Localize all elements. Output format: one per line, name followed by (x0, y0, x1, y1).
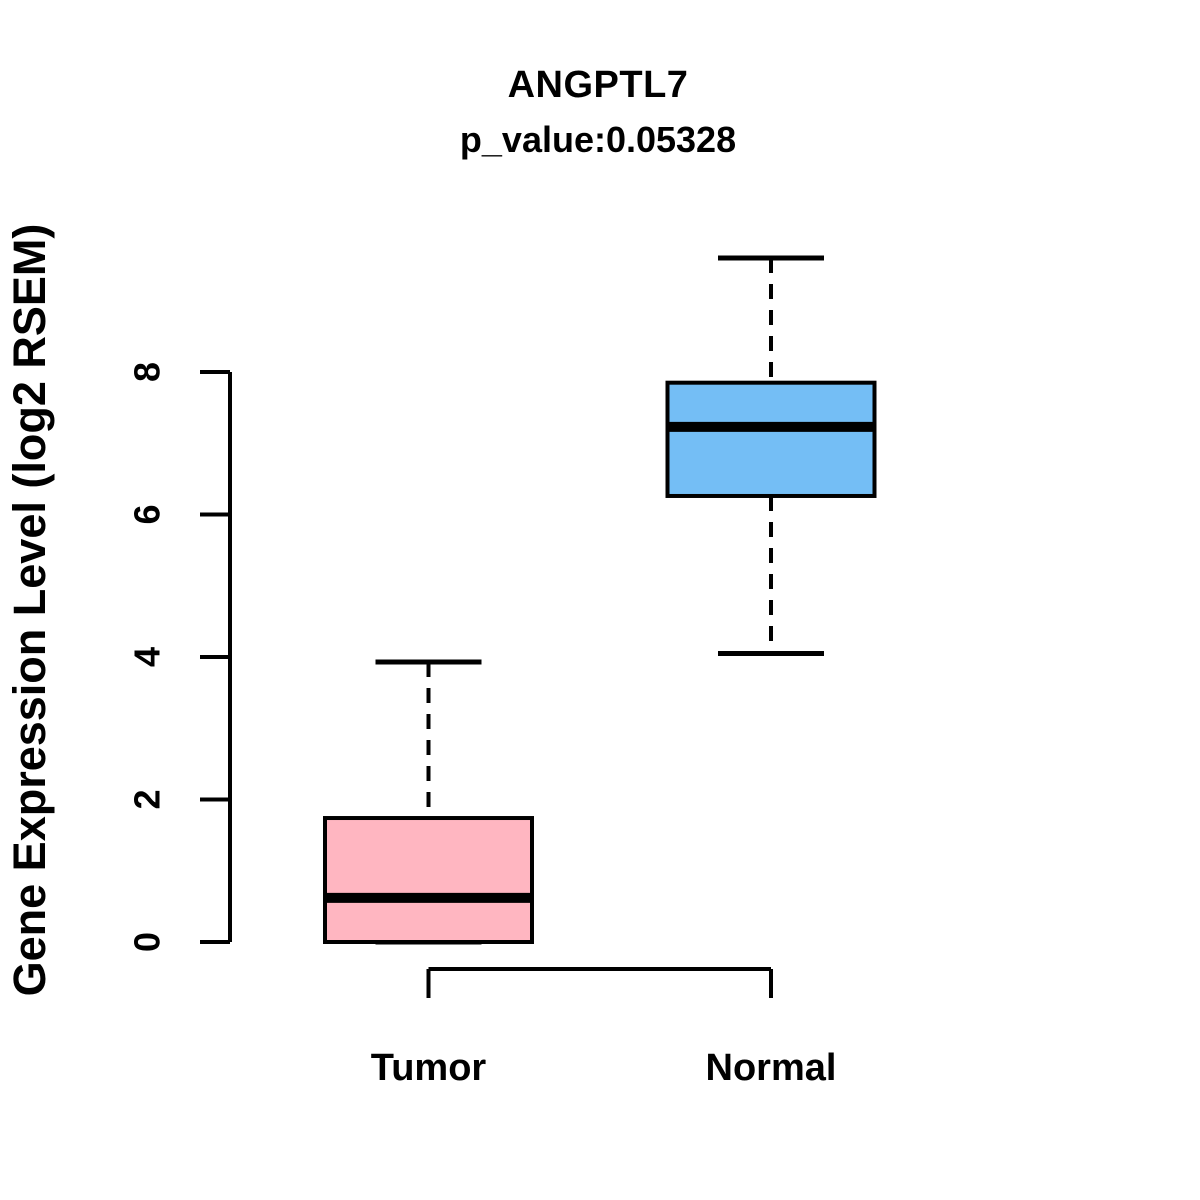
y-tick-label: 6 (127, 504, 168, 524)
category-label-tumor: Tumor (371, 1047, 487, 1089)
box-group-normal (665, 255, 877, 656)
y-axis-label: Gene Expression Level (log2 RSEM) (4, 223, 55, 997)
chart-subtitle: p_value:0.05328 (459, 119, 737, 160)
iqr-box (323, 816, 534, 945)
y-tick-label: 0 (127, 932, 168, 952)
category-label-normal: Normal (706, 1047, 837, 1089)
box-group-tumor (323, 659, 534, 945)
y-tick-label: 8 (127, 362, 168, 382)
chart-title: ANGPTL7 (507, 64, 689, 106)
iqr-box (665, 380, 877, 498)
y-tick-label: 4 (127, 647, 168, 667)
y-tick-label: 2 (127, 789, 168, 809)
